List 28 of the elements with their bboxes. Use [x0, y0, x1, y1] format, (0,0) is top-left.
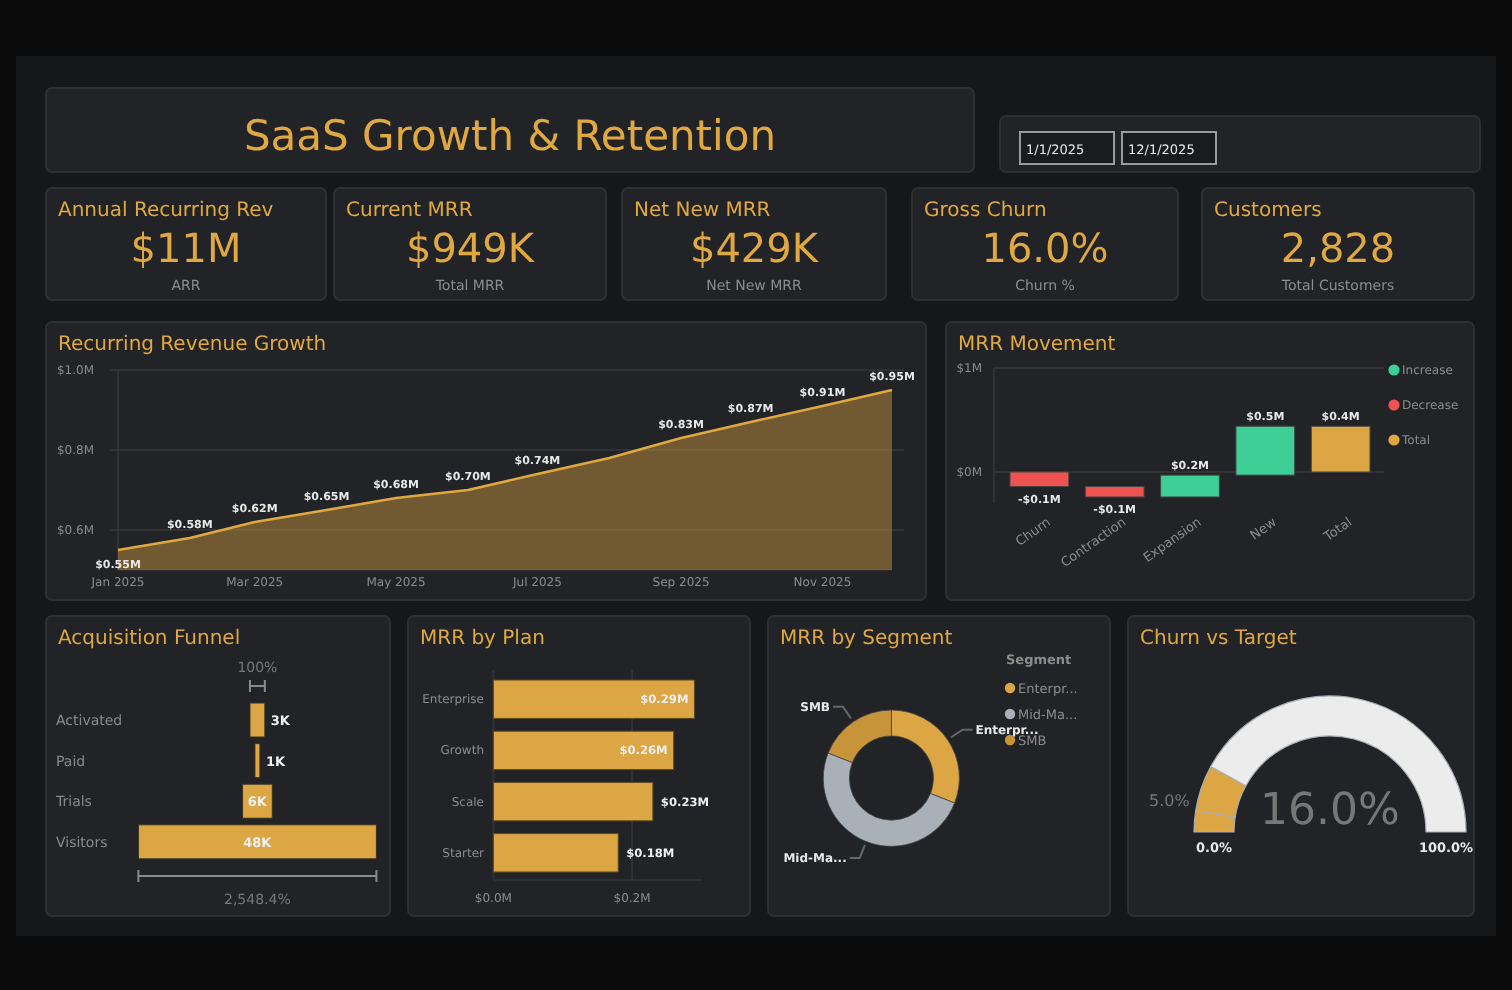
bar — [492, 833, 619, 873]
chart-title: Recurring Revenue Growth — [58, 334, 327, 356]
bar — [1160, 474, 1220, 498]
text: 2,828 — [1280, 224, 1396, 272]
bar — [492, 679, 695, 719]
text: Acquisition Funnel — [58, 628, 241, 650]
bar — [1310, 425, 1371, 473]
text: Current MRR — [346, 200, 473, 222]
text: Customers — [1214, 200, 1322, 222]
bar — [1009, 471, 1070, 488]
bar — [1084, 486, 1145, 498]
text: $429K — [689, 224, 820, 272]
chart-title: MRR by Segment — [780, 628, 953, 650]
bar — [492, 730, 675, 771]
text: SaaS Growth & Retention — [243, 112, 777, 160]
text: 16.0% — [1260, 786, 1400, 836]
text: $949K — [405, 224, 536, 272]
chart-title: MRR by Plan — [420, 628, 545, 650]
chart-title: Churn vs Target — [1140, 628, 1297, 650]
text: 16.0% — [981, 224, 1109, 272]
text: Annual Recurring Rev — [58, 200, 274, 222]
bar — [1235, 425, 1296, 476]
text: Gross Churn — [924, 200, 1047, 222]
chart-title: MRR Movement — [958, 334, 1116, 356]
text: 5.0% — [1149, 791, 1191, 810]
bar — [492, 781, 654, 822]
text: Net New MRR — [634, 200, 771, 222]
text: $11M — [130, 224, 242, 272]
